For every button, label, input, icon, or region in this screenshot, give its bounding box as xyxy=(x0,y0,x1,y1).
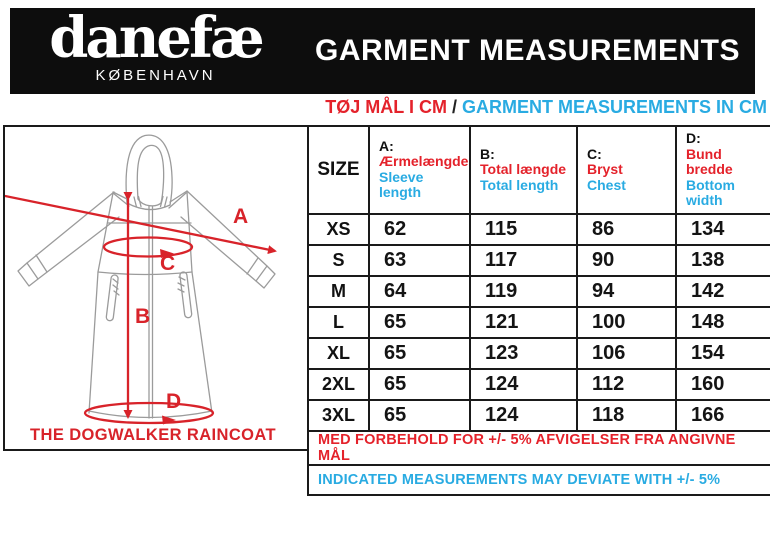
measure-ellipse-d xyxy=(83,401,215,425)
value-cell: 148 xyxy=(675,305,770,339)
content-frame: A B C D THE DOGWALKER RAINCOAT SIZE A: xyxy=(3,125,770,496)
value-cell: 63 xyxy=(368,243,471,277)
brand-logo: danefæ KØBENHAVN xyxy=(38,5,273,84)
value-cell: 115 xyxy=(469,212,578,246)
column-header-d: D: Bund bredde Bottom width xyxy=(675,125,770,215)
measure-label-b: B xyxy=(135,305,150,328)
value-cell: 90 xyxy=(576,243,677,277)
measurement-marks: A B C D xyxy=(5,190,277,425)
coat-outline-icon xyxy=(17,134,276,419)
value-cell: 160 xyxy=(675,367,770,401)
value-cell: 124 xyxy=(469,398,578,432)
value-cell: 100 xyxy=(576,305,677,339)
brand-banner: danefæ KØBENHAVN GARMENT MEASUREMENTS xyxy=(10,8,755,94)
value-cell: 117 xyxy=(469,243,578,277)
value-cell: 124 xyxy=(469,367,578,401)
value-cell: 166 xyxy=(675,398,770,432)
column-header-b: B: Total længde Total length xyxy=(469,125,578,215)
pocket-left-icon xyxy=(105,274,120,322)
column-header-c: C: Bryst Chest xyxy=(576,125,677,215)
value-cell: 65 xyxy=(368,398,471,432)
value-cell: 94 xyxy=(576,274,677,308)
value-cell: 62 xyxy=(368,212,471,246)
measure-arrow-c xyxy=(160,249,174,258)
value-cell: 142 xyxy=(675,274,770,308)
value-cell: 64 xyxy=(368,274,471,308)
note-row-english: INDICATED MEASUREMENTS MAY DEVIATE WITH … xyxy=(307,463,770,496)
value-cell: 138 xyxy=(675,243,770,277)
table-row: 2XL 65 124 112 160 xyxy=(307,367,770,401)
value-cell: 119 xyxy=(469,274,578,308)
value-cell: 65 xyxy=(368,367,471,401)
brand-logo-wordmark: danefæ xyxy=(49,5,264,71)
page-title: GARMENT MEASUREMENTS xyxy=(314,34,740,67)
table-row: 3XL 65 124 118 166 xyxy=(307,398,770,432)
size-cell: XS xyxy=(307,212,370,246)
measure-label-a: A xyxy=(233,205,248,228)
table-row: XS 62 115 86 134 xyxy=(307,212,770,246)
column-header-a: A: Ærmelængde Sleeve length xyxy=(368,125,471,215)
value-cell: 86 xyxy=(576,212,677,246)
table-row: S 63 117 90 138 xyxy=(307,243,770,277)
value-cell: 134 xyxy=(675,212,770,246)
size-cell: M xyxy=(307,274,370,308)
diagram-caption: THE DOGWALKER RAINCOAT xyxy=(30,426,276,444)
subtitle-english: GARMENT MEASUREMENTS IN CM xyxy=(462,97,767,117)
measurements-table: SIZE A: Ærmelængde Sleeve length B: Tota… xyxy=(307,125,770,496)
garment-diagram: A B C D THE DOGWALKER RAINCOAT xyxy=(3,125,307,451)
value-cell: 112 xyxy=(576,367,677,401)
brand-logo-city: KØBENHAVN xyxy=(95,66,216,84)
measure-arrow-d xyxy=(162,415,176,425)
value-cell: 154 xyxy=(675,336,770,370)
measure-label-d: D xyxy=(166,390,181,413)
measure-line-a xyxy=(5,190,277,255)
raincoat-drawing: A B C D THE DOGWALKER RAINCOAT xyxy=(5,134,277,444)
table-header-row: SIZE A: Ærmelængde Sleeve length B: Tota… xyxy=(307,125,770,215)
size-cell: XL xyxy=(307,336,370,370)
value-cell: 123 xyxy=(469,336,578,370)
size-cell: S xyxy=(307,243,370,277)
note-danish: MED FORBEHOLD FOR +/- 5% AFVIGELSER FRA … xyxy=(307,429,770,466)
value-cell: 65 xyxy=(368,336,471,370)
table-row: XL 65 123 106 154 xyxy=(307,336,770,370)
table-row: M 64 119 94 142 xyxy=(307,274,770,308)
note-row-danish: MED FORBEHOLD FOR +/- 5% AFVIGELSER FRA … xyxy=(307,429,770,466)
subtitle-separator: / xyxy=(451,97,457,117)
value-cell: 121 xyxy=(469,305,578,339)
value-cell: 65 xyxy=(368,305,471,339)
size-column-header: SIZE xyxy=(307,125,370,215)
note-english: INDICATED MEASUREMENTS MAY DEVIATE WITH … xyxy=(307,463,770,496)
measure-ellipse-c xyxy=(102,236,194,258)
value-cell: 106 xyxy=(576,336,677,370)
table-row: L 65 121 100 148 xyxy=(307,305,770,339)
size-cell: 3XL xyxy=(307,398,370,432)
subtitle: TØJ MÅL I CM / GARMENT MEASUREMENTS IN C… xyxy=(0,97,767,118)
value-cell: 118 xyxy=(576,398,677,432)
size-cell: 2XL xyxy=(307,367,370,401)
size-cell: L xyxy=(307,305,370,339)
subtitle-danish: TØJ MÅL I CM xyxy=(325,97,447,117)
measure-label-c: C xyxy=(160,252,175,275)
pocket-right-icon xyxy=(177,271,193,319)
